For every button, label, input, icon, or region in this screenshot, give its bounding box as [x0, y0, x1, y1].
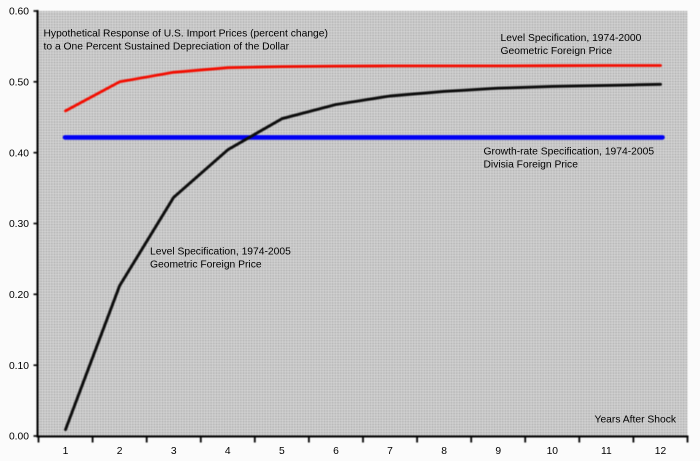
- svg-text:0.20: 0.20: [9, 290, 29, 301]
- svg-text:Growth-rate Specification, 197: Growth-rate Specification, 1974-2005: [484, 147, 655, 158]
- svg-text:Level Specification, 1974-2005: Level Specification, 1974-2005: [150, 247, 291, 258]
- svg-text:0.10: 0.10: [9, 361, 29, 372]
- svg-text:6: 6: [333, 446, 339, 457]
- svg-text:Divisia Foreign Price: Divisia Foreign Price: [484, 160, 579, 171]
- svg-text:7: 7: [387, 446, 393, 457]
- svg-text:Geometric Foreign Price: Geometric Foreign Price: [150, 260, 262, 271]
- svg-text:5: 5: [279, 446, 285, 457]
- svg-text:Hypothetical Response of U.S.: Hypothetical Response of U.S. Import Pri…: [44, 29, 328, 40]
- svg-text:Level Specification, 1974-2000: Level Specification, 1974-2000: [501, 33, 642, 44]
- svg-text:Years After Shock: Years After Shock: [595, 415, 677, 426]
- svg-text:1: 1: [63, 446, 69, 457]
- svg-text:3: 3: [171, 446, 177, 457]
- svg-text:12: 12: [655, 446, 667, 457]
- svg-text:4: 4: [225, 446, 231, 457]
- svg-text:0.00: 0.00: [9, 432, 29, 443]
- svg-text:0.30: 0.30: [9, 219, 29, 230]
- svg-text:0.60: 0.60: [9, 7, 29, 18]
- svg-text:11: 11: [601, 446, 612, 457]
- svg-text:0.40: 0.40: [9, 148, 29, 159]
- svg-text:8: 8: [441, 446, 447, 457]
- svg-text:2: 2: [117, 446, 123, 457]
- svg-text:0.50: 0.50: [9, 77, 29, 88]
- svg-text:Geometric Foreign Price: Geometric Foreign Price: [501, 46, 613, 57]
- svg-text:9: 9: [495, 446, 501, 457]
- svg-text:to a One Percent Sustained Dep: to a One Percent Sustained Depreciation …: [44, 42, 290, 53]
- svg-text:10: 10: [547, 446, 559, 457]
